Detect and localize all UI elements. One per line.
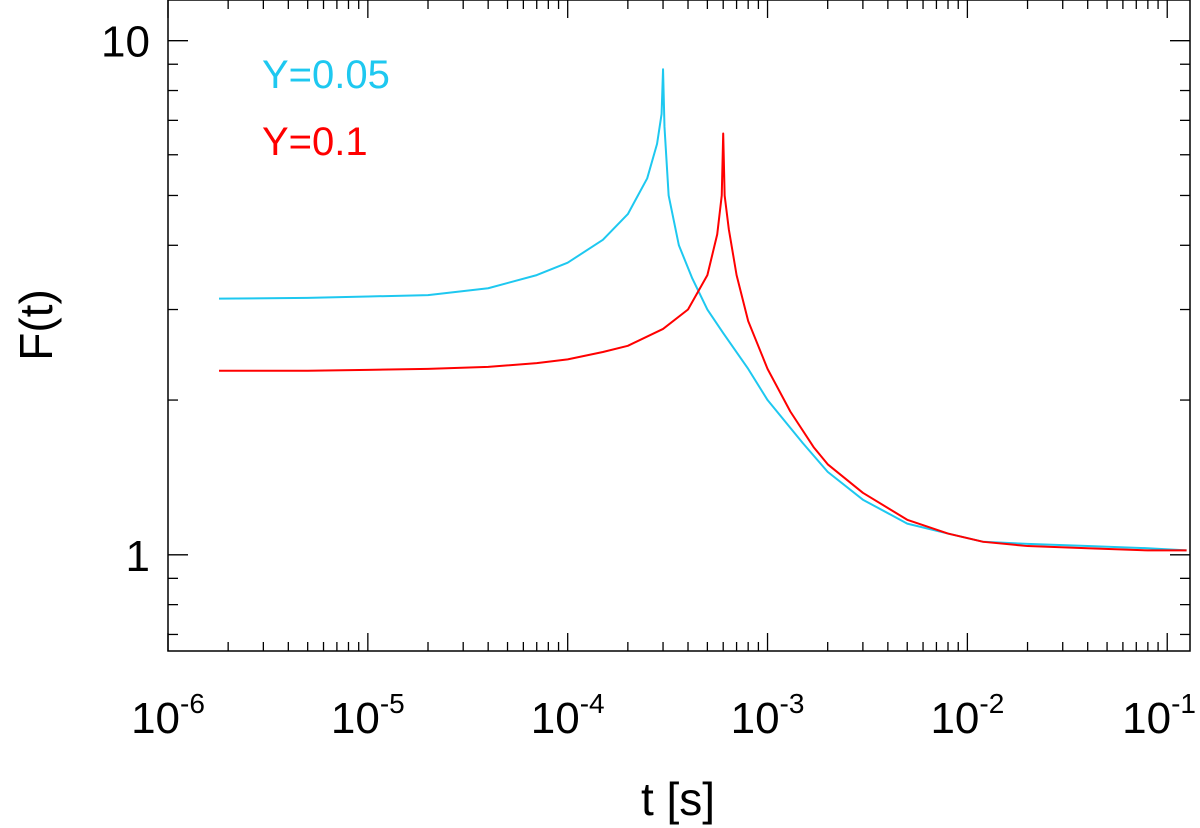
x-tick-label: 10-1 (1122, 688, 1196, 743)
series-line-y01 (219, 132, 1187, 552)
x-tick-label-exponent: -5 (380, 688, 405, 719)
x-tick-label-exponent: -6 (180, 688, 205, 719)
y-axis-title: F(t) (10, 289, 62, 361)
x-tick-label-base: 10 (731, 694, 780, 743)
x-tick-label: 10-4 (531, 688, 605, 743)
x-tick-label-base: 10 (131, 694, 180, 743)
x-tick-label-base: 10 (1122, 694, 1171, 743)
ticks (167, 0, 1190, 651)
x-tick-label-base: 10 (331, 694, 380, 743)
x-tick-label-base: 10 (531, 694, 580, 743)
x-tick-label-base: 10 (930, 694, 979, 743)
plot-frame (167, 0, 1191, 652)
x-tick-label: 10-2 (930, 688, 1004, 743)
x-tick-label: 10-6 (131, 688, 205, 743)
legend-label-y005: Y=0.05 (262, 53, 390, 97)
y-tick-label: 1 (126, 532, 150, 581)
x-tick-label-exponent: -3 (780, 688, 805, 719)
x-tick-label: 10-3 (731, 688, 805, 743)
x-tick-label-exponent: -1 (1171, 688, 1196, 719)
x-tick-label-exponent: -2 (979, 688, 1004, 719)
x-axis-title: t [s] (641, 773, 715, 825)
legend: Y=0.05 Y=0.1 (262, 53, 390, 164)
series-group (219, 68, 1187, 552)
x-tick-label-exponent: -4 (580, 688, 605, 719)
x-tick-label: 10-5 (331, 688, 405, 743)
y-tick-label: 10 (101, 18, 150, 67)
legend-label-y01: Y=0.1 (262, 120, 368, 164)
